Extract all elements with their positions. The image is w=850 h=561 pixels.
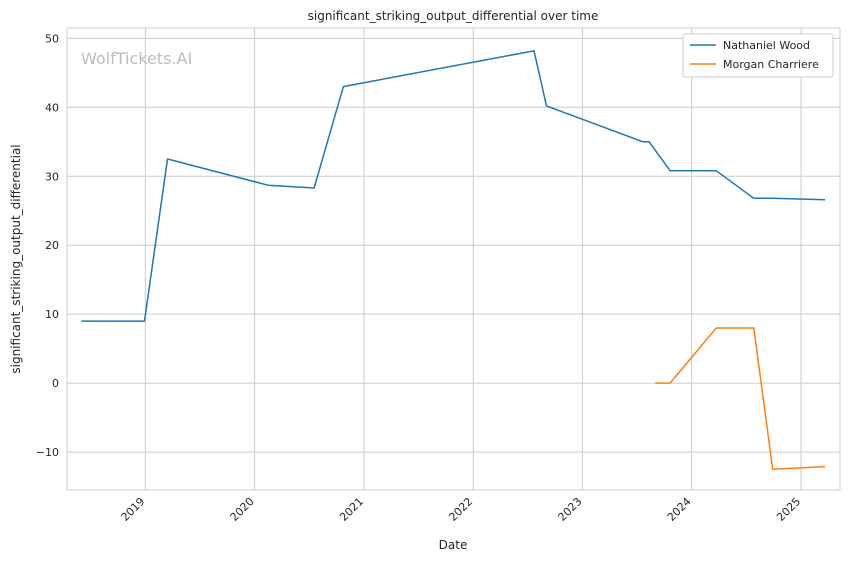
x-axis-label: Date (439, 538, 468, 552)
y-tick-label: 0 (52, 377, 59, 390)
chart-title: significant_striking_output_differential… (308, 9, 599, 23)
plot-background (67, 28, 840, 490)
y-axis-label: significant_striking_output_differential (9, 144, 23, 373)
y-axis-ticks: −10 0 10 20 30 40 50 (36, 32, 59, 459)
x-tick-label: 2021 (337, 495, 366, 524)
x-tick-label: 2024 (665, 495, 694, 524)
plot-frame (66, 27, 841, 491)
x-tick-label: 2019 (119, 495, 148, 524)
legend-label-morgan-charriere: Morgan Charriere (723, 58, 819, 71)
legend-box (682, 33, 834, 78)
y-tick-label: 20 (45, 239, 59, 252)
series-morgan-charriere (655, 327, 826, 471)
x-tick-label: 2020 (228, 495, 257, 524)
series-layer (81, 50, 826, 471)
x-axis-ticks: 2019 2020 2021 2022 2023 2024 2025 (119, 495, 804, 524)
y-tick-label: 50 (45, 32, 59, 45)
legend: Nathaniel Wood Morgan Charriere (682, 33, 834, 78)
x-tick-label: 2023 (556, 495, 585, 524)
legend-label-nathaniel-wood: Nathaniel Wood (723, 39, 810, 52)
series-nathaniel-wood (81, 50, 826, 322)
y-tick-label: 10 (45, 308, 59, 321)
watermark: WolfTickets.AI (81, 49, 192, 68)
x-tick-label: 2025 (774, 495, 803, 524)
x-tick-label: 2022 (446, 495, 475, 524)
y-tick-label: 30 (45, 170, 59, 183)
y-tick-label: 40 (45, 101, 59, 114)
series-line-morgan-charriere (655, 327, 826, 471)
y-tick-label: −10 (36, 446, 59, 459)
